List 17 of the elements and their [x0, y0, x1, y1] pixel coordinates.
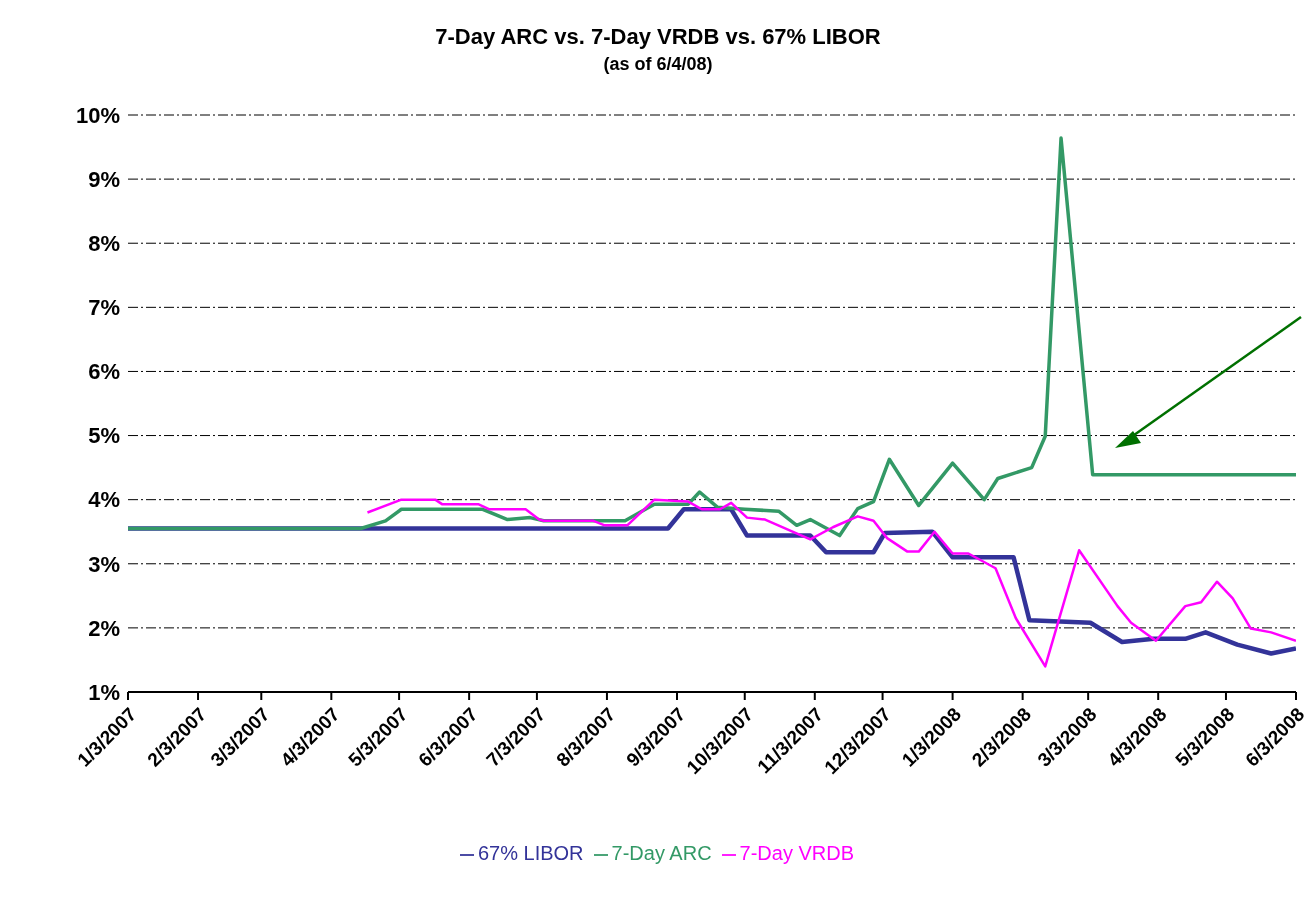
chart-subtitle: (as of 6/4/08)	[602, 54, 714, 75]
legend-label: 7-Day ARC	[611, 842, 712, 864]
legend-label: 67% LIBOR	[477, 842, 584, 864]
y-tick-label: 8%	[88, 231, 120, 257]
y-tick-label: 6%	[88, 359, 120, 385]
y-tick-label: 9%	[88, 166, 120, 192]
y-tick-label: 5%	[88, 423, 120, 449]
y-tick-label: 2%	[88, 615, 120, 641]
legend-label: 7-Day VRDB	[739, 842, 855, 864]
y-tick-label: 3%	[88, 551, 120, 577]
line-series	[366, 498, 1296, 668]
y-tick-label: 4%	[88, 487, 120, 513]
line-series	[128, 136, 1296, 538]
y-tick-label: 1%	[88, 679, 120, 705]
y-tick-label: 7%	[88, 295, 120, 321]
y-tick-label: 10%	[75, 102, 120, 128]
chart-title: 7-Day ARC vs. 7-Day VRDB vs. 67% LIBOR	[434, 23, 882, 50]
